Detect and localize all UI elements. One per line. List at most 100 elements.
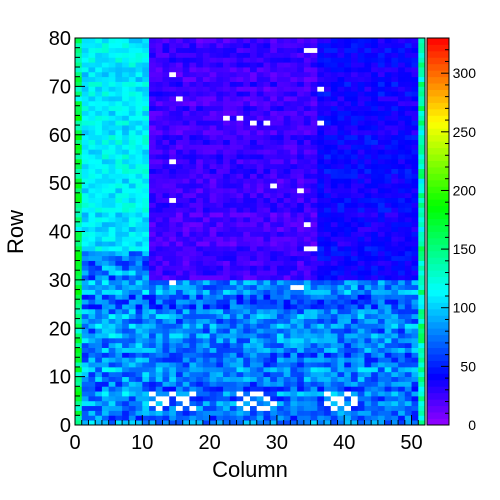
heatmap-cell [411, 313, 419, 319]
heatmap-cell [297, 86, 305, 92]
heatmap-cell [135, 192, 143, 199]
heatmap-cell [162, 105, 170, 111]
heatmap-cell [236, 86, 244, 92]
heatmap-cell [384, 405, 392, 411]
heatmap-cell [229, 154, 237, 160]
heatmap-cell [263, 149, 271, 155]
heatmap-cell [330, 178, 338, 184]
heatmap-cell [411, 71, 419, 78]
heatmap-cell [391, 376, 399, 382]
heatmap-cell [270, 308, 278, 315]
heatmap-cell [303, 308, 311, 315]
heatmap-cell [81, 415, 89, 421]
heatmap-cell [101, 149, 110, 155]
heatmap-cell [276, 202, 285, 208]
heatmap-cell [142, 144, 150, 150]
heatmap-cell [350, 337, 359, 344]
heatmap-cell [155, 400, 163, 407]
heatmap-cell [216, 352, 224, 358]
heatmap-cell [169, 120, 177, 126]
heatmap-cell [223, 221, 231, 228]
heatmap-cell [216, 270, 224, 276]
heatmap-cell [169, 265, 177, 271]
heatmap-cell [155, 100, 163, 107]
heatmap-cell [297, 154, 305, 160]
heatmap-cell [324, 405, 332, 411]
heatmap-cell [88, 183, 96, 189]
heatmap-cell [404, 100, 412, 107]
heatmap-cell [236, 337, 244, 344]
heatmap-cell [101, 187, 110, 194]
heatmap-cell [88, 158, 96, 165]
heatmap-cell [115, 304, 123, 310]
heatmap-cell [310, 308, 318, 315]
heatmap-cell [223, 96, 231, 102]
heatmap-cell [324, 81, 332, 87]
heatmap-cell [303, 81, 311, 87]
heatmap-cell [216, 62, 224, 68]
heatmap-cell [411, 381, 419, 387]
heatmap-cell [310, 158, 318, 165]
heatmap-cell [310, 246, 318, 252]
heatmap-cell [175, 231, 184, 237]
heatmap-cell [317, 173, 325, 179]
heatmap-cell [250, 275, 258, 281]
heatmap-cell [169, 183, 177, 189]
heatmap-cell [182, 168, 190, 174]
heatmap-cell [371, 410, 379, 416]
colorbar-swatch [427, 179, 449, 187]
heatmap-cell [337, 415, 345, 421]
heatmap-cell [81, 386, 89, 392]
heatmap-cell [371, 391, 379, 397]
heatmap-cell [149, 323, 157, 329]
heatmap-cell [317, 178, 325, 184]
heatmap-cell [216, 347, 224, 353]
heatmap-cell [330, 158, 338, 165]
heatmap-cell [149, 183, 157, 189]
heatmap-cell [142, 279, 150, 286]
heatmap-cell [142, 57, 150, 63]
heatmap-cell [303, 270, 311, 276]
heatmap-cell [303, 207, 311, 213]
heatmap-cell [418, 149, 426, 155]
heatmap-cell [169, 318, 177, 324]
heatmap-cell [75, 96, 83, 102]
heatmap-cell [404, 149, 412, 155]
heatmap-cell [290, 202, 298, 208]
heatmap-cell [88, 337, 96, 344]
heatmap-cell [344, 158, 352, 165]
heatmap-cell [344, 62, 352, 68]
heatmap-cell [202, 100, 211, 107]
heatmap-cell [317, 125, 325, 131]
heatmap-cell [182, 231, 190, 237]
heatmap-cell [256, 318, 264, 324]
heatmap-cell [350, 371, 359, 378]
heatmap-cell [236, 371, 244, 378]
heatmap-cell [202, 57, 211, 63]
heatmap-cell [202, 197, 211, 203]
heatmap-cell [276, 260, 285, 266]
heatmap-cell [115, 420, 123, 426]
heatmap-cell [357, 168, 365, 174]
heatmap-cell [149, 216, 157, 223]
heatmap-cell [135, 62, 143, 68]
heatmap-cell [196, 279, 204, 286]
heatmap-cell [290, 352, 298, 358]
heatmap-cell [404, 357, 412, 363]
heatmap-cell [357, 42, 365, 49]
heatmap-cell [350, 265, 359, 271]
heatmap-cell [101, 313, 110, 319]
colorbar-swatch [427, 89, 449, 97]
heatmap-cell [135, 57, 143, 63]
heatmap-cell [250, 212, 258, 218]
heatmap-cell [162, 67, 170, 73]
heatmap-cell [236, 52, 244, 58]
heatmap-cell [108, 391, 116, 397]
heatmap-cell [135, 255, 143, 261]
heatmap-cell [95, 304, 103, 310]
heatmap-cell [371, 299, 379, 305]
heatmap-cell [263, 265, 271, 271]
heatmap-cell [377, 115, 386, 121]
heatmap-cell [243, 391, 251, 397]
heatmap-cell [209, 47, 217, 53]
